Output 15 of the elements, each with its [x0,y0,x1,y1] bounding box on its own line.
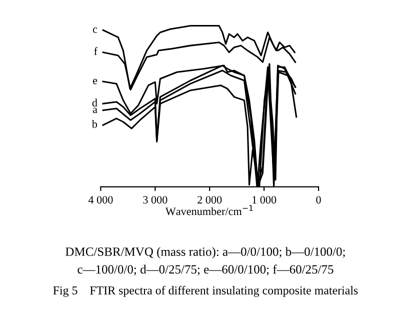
x-tick-label: 3 000 [143,196,168,204]
text: DMC/SBR/MVQ (mass ratio): a—0/0/100; b—0/100/0; [66,247,345,258]
x-tick-label: 2 000 [198,196,222,204]
series-label: c [92,28,98,33]
text: c—100/0/0; d—0/25/75; e—60/0/100; f—60/25/75 [78,264,334,276]
x-tick-label: 4 000 [88,196,113,204]
series-label: e [92,78,98,84]
caption: Fig 5 FTIR spectra of different insulating composite materials [53,286,358,297]
series-label: b [92,120,98,128]
x-tick-label: 1 000 [252,196,276,204]
x-axis-title: Wavenumber/cm$^{−1}$ [165,205,253,216]
series-label: f [94,47,98,55]
series-label: a [92,108,98,114]
x-tick-label: 0 [316,196,321,204]
series-label: d [92,98,98,106]
